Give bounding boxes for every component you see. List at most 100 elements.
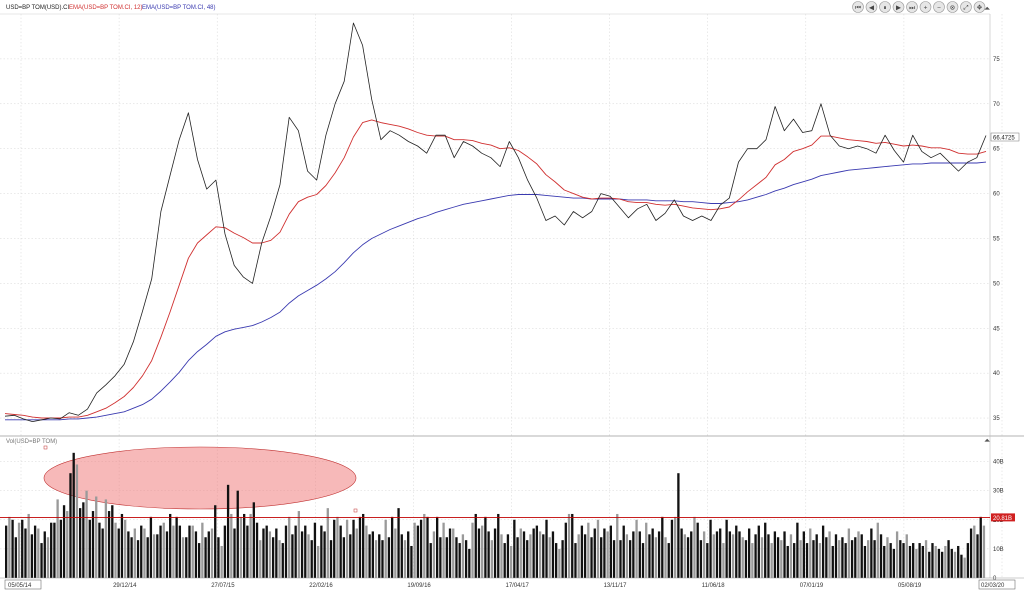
zoom-out-icon[interactable]: − — [933, 1, 945, 13]
volume-bar — [329, 540, 333, 578]
toolbar-button-bg[interactable] — [879, 1, 891, 13]
toolbar-button-bg[interactable] — [865, 1, 878, 13]
first-icon[interactable]: ⏮ — [852, 1, 864, 13]
volume-bar — [439, 537, 442, 578]
volume-bar — [85, 490, 88, 578]
volume-bar — [821, 525, 825, 578]
volume-bar — [924, 540, 928, 578]
toolbar-button-bg[interactable] — [906, 1, 918, 13]
zoom-in-icon[interactable]: + — [919, 1, 932, 13]
volume-bar — [966, 543, 970, 578]
toolbar-button-bg[interactable] — [973, 1, 986, 13]
volume-bar — [400, 534, 403, 578]
volume-bar — [162, 522, 165, 578]
price-last-value-bg — [990, 132, 1020, 142]
x-date-text: 29/12/14 — [113, 583, 137, 589]
volume-bar — [59, 519, 62, 578]
volume-bar — [146, 537, 149, 578]
volume-bar — [53, 522, 56, 578]
volume-bar — [124, 519, 127, 578]
volume-bar — [294, 525, 297, 578]
volume-bar — [686, 537, 690, 578]
volume-bar — [11, 519, 14, 578]
x-date-label: 27/07/15 — [211, 583, 235, 589]
volume-bar — [776, 537, 780, 578]
volume-bar — [844, 543, 847, 578]
volume-bar — [378, 534, 381, 578]
volume-bar — [397, 508, 400, 578]
volume-bar — [233, 528, 236, 578]
volume-bar — [751, 543, 754, 578]
toolbar-button-bg[interactable] — [852, 1, 864, 13]
ema12-line — [4, 119, 987, 419]
volume-bar — [278, 540, 281, 578]
toolbar-button-glyph: ◀ — [869, 4, 875, 11]
forward-icon[interactable]: ▶ — [892, 1, 905, 13]
volume-bar — [616, 513, 619, 578]
volume-bar — [677, 473, 680, 578]
volume-bar — [632, 531, 635, 578]
volume-bar — [220, 545, 223, 578]
volume-bar — [860, 534, 863, 578]
volume-bar — [793, 543, 796, 578]
volume-bar — [969, 528, 973, 578]
volume-bar — [336, 516, 339, 578]
volume-bar — [516, 537, 519, 578]
volume-bar — [316, 545, 320, 578]
back-icon[interactable]: ◀ — [865, 1, 878, 13]
toolbar-button-bg[interactable] — [892, 1, 905, 13]
volume-bar — [114, 522, 117, 578]
volume-bar — [403, 540, 407, 578]
volume-bar — [979, 516, 982, 578]
pause-icon[interactable]: ⏸ — [879, 1, 891, 13]
volume-bar — [62, 505, 66, 578]
volume-bar — [912, 543, 915, 578]
volume-bar — [432, 531, 436, 578]
volume-bar — [78, 508, 82, 578]
volume-bar — [519, 528, 522, 578]
volume-bar — [362, 513, 365, 578]
volume-bar — [522, 531, 526, 578]
x-date-label: 11/06/18 — [702, 583, 726, 589]
volume-bar — [735, 525, 738, 578]
volume-bar — [915, 548, 918, 578]
collapse-price-icon[interactable]: ⏶ — [984, 4, 991, 13]
collapse-volume-icon[interactable]: ⏶ — [984, 436, 991, 445]
volume-bar — [902, 543, 905, 578]
volume-bar — [464, 540, 468, 578]
volume-bar — [236, 490, 239, 578]
x-date-label: 02/03/20 — [978, 579, 1016, 590]
volume-bar — [268, 531, 272, 578]
volume-bar — [934, 545, 937, 578]
volume-bar — [461, 534, 465, 578]
last-icon[interactable]: ⏭ — [906, 1, 918, 13]
fit-icon[interactable]: ✥ — [973, 1, 986, 13]
volume-bar — [365, 525, 368, 578]
expand-icon[interactable]: ⤢ — [960, 1, 972, 13]
volume-bar — [654, 537, 658, 578]
volume-bar — [490, 540, 493, 578]
toolbar-button-bg[interactable] — [933, 1, 945, 13]
toolbar-button-bg[interactable] — [919, 1, 932, 13]
volume-bar — [500, 534, 503, 578]
toolbar-button-bg[interactable] — [946, 1, 959, 13]
volume-bar — [387, 537, 391, 578]
volume-bar — [899, 540, 902, 578]
volume-bar — [648, 534, 651, 578]
volume-bar — [574, 543, 577, 578]
volume-bar — [609, 525, 612, 578]
volume-bar — [484, 516, 487, 578]
reset-icon[interactable]: ⊗ — [946, 1, 959, 13]
volume-bar — [551, 531, 555, 578]
volume-bar — [355, 528, 358, 578]
volume-bar — [764, 522, 767, 578]
volume-bar — [75, 464, 79, 578]
volume-bar — [509, 545, 513, 578]
volume-annotation-ellipse — [43, 446, 357, 510]
volume-bar — [381, 540, 384, 578]
x-date-text: 27/07/15 — [211, 583, 235, 589]
volume-bar — [866, 540, 870, 578]
volume-tick-label: 0 — [993, 576, 997, 582]
toolbar-button-bg[interactable] — [960, 1, 972, 13]
